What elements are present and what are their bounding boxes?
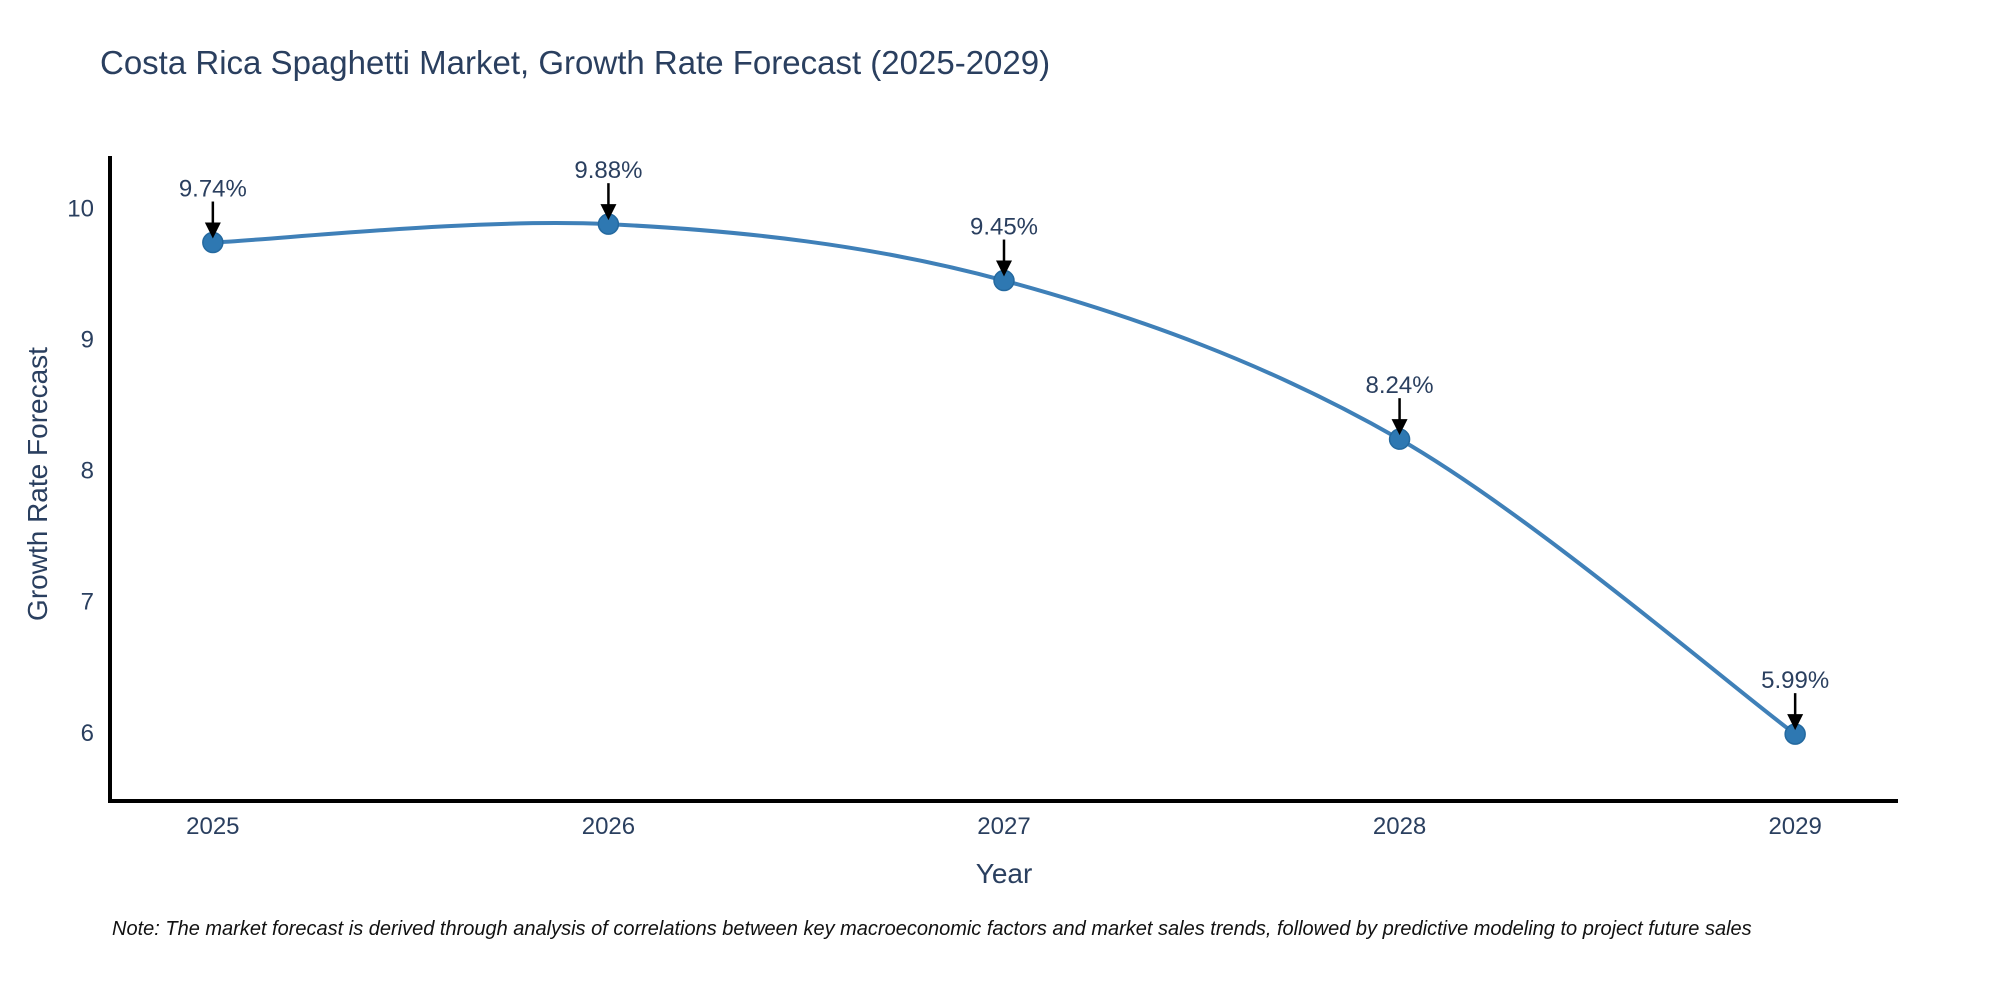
y-tick-label: 7 bbox=[81, 589, 94, 616]
y-tick-label: 9 bbox=[81, 327, 94, 354]
annotation-label: 5.99% bbox=[1761, 667, 1829, 694]
annotation-arrow-head bbox=[1787, 714, 1804, 731]
y-tick-label: 6 bbox=[81, 720, 94, 747]
footnote-text: Note: The market forecast is derived thr… bbox=[112, 918, 1752, 940]
chart-title: Costa Rica Spaghetti Market, Growth Rate… bbox=[100, 44, 1051, 81]
annotation-label: 8.24% bbox=[1366, 372, 1434, 399]
annotation-label: 9.45% bbox=[970, 214, 1038, 241]
annotation-label: 9.74% bbox=[179, 176, 247, 203]
annotation-label: 9.88% bbox=[574, 157, 642, 184]
x-tick-label: 2028 bbox=[1373, 813, 1426, 840]
annotation-arrow-head bbox=[600, 204, 617, 221]
x-tick-label: 2026 bbox=[582, 813, 635, 840]
annotation-arrow-head bbox=[1391, 419, 1408, 436]
series-line bbox=[210, 221, 1798, 737]
y-tick-label: 8 bbox=[81, 458, 94, 485]
x-axis-label: Year bbox=[975, 858, 1033, 889]
annotation-arrow-head bbox=[204, 222, 221, 239]
annotation-arrow-head bbox=[996, 260, 1012, 277]
x-tick-label: 2029 bbox=[1768, 813, 1821, 840]
y-tick-label: 10 bbox=[67, 195, 94, 222]
y-axis-label: Growth Rate Forecast bbox=[22, 347, 53, 621]
x-tick-label: 2027 bbox=[977, 813, 1030, 840]
x-tick-label: 2025 bbox=[186, 813, 239, 840]
